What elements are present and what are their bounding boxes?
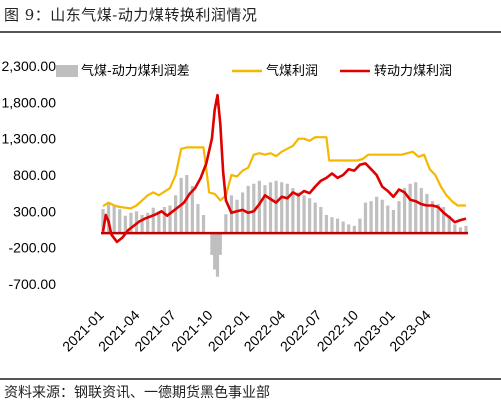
spread-bar bbox=[447, 215, 451, 234]
spread-bar bbox=[335, 218, 340, 234]
gas-coal-profit-line bbox=[102, 136, 466, 210]
spread-bar bbox=[319, 206, 323, 234]
spread-bar bbox=[369, 201, 373, 234]
spread-bar bbox=[185, 175, 189, 234]
spread-bar bbox=[430, 201, 435, 234]
spread-bar bbox=[280, 182, 284, 234]
y-tick-label: 800.00 bbox=[13, 167, 56, 183]
y-tick-label: 2,300.00 bbox=[2, 58, 57, 74]
spread-bar bbox=[352, 225, 356, 234]
spread-bar bbox=[162, 206, 167, 234]
y-tick-label: 300.00 bbox=[13, 203, 56, 219]
spread-bar bbox=[246, 185, 250, 234]
spread-bar bbox=[464, 225, 468, 234]
spread-bar bbox=[106, 202, 111, 234]
spread-bar bbox=[386, 205, 390, 234]
spread-bar bbox=[302, 195, 306, 234]
y-tick-label: 1,800.00 bbox=[2, 94, 57, 110]
spread-bar bbox=[215, 233, 220, 277]
spread-bar bbox=[414, 182, 418, 234]
spread-bar bbox=[210, 233, 214, 255]
spread-bar bbox=[101, 209, 105, 234]
spread-bar bbox=[358, 218, 362, 234]
spread-bar bbox=[453, 224, 457, 234]
y-axis-ticks: 2,300.00 1,800.00 1,300.00 800.00 300.00 -200… bbox=[2, 58, 57, 292]
spread-bar bbox=[458, 227, 463, 234]
y-tick-label: 1,300.00 bbox=[2, 131, 57, 147]
spread-bar bbox=[257, 180, 261, 234]
spread-bar bbox=[224, 214, 228, 234]
conversion-profit-line bbox=[101, 93, 467, 244]
spread-bar bbox=[140, 214, 144, 234]
spread-bar bbox=[380, 199, 384, 234]
spread-bar bbox=[235, 199, 239, 234]
legend: 气煤-动力煤利润差 气煤利润 转动力煤利润 bbox=[56, 63, 452, 79]
spread-bar bbox=[308, 198, 312, 234]
spread-bar bbox=[408, 183, 412, 234]
spread-bar bbox=[313, 202, 317, 234]
spread-bar bbox=[229, 195, 234, 234]
spread-bar bbox=[391, 209, 395, 234]
spread-bar bbox=[190, 185, 194, 234]
spread-bar bbox=[291, 188, 295, 234]
spread-bar bbox=[274, 180, 278, 234]
y-tick-label: -700.00 bbox=[9, 276, 57, 292]
spread-bar bbox=[213, 233, 217, 270]
spread-bar bbox=[118, 209, 122, 234]
spread-bar bbox=[402, 188, 407, 234]
spread-bar bbox=[123, 215, 127, 234]
legend-swatch-spread bbox=[56, 65, 78, 77]
spread-bar bbox=[201, 214, 206, 234]
spread-bar bbox=[146, 212, 150, 234]
top-rule bbox=[0, 31, 501, 33]
spread-bar bbox=[218, 233, 222, 255]
spread-bar bbox=[341, 221, 345, 234]
series-lines bbox=[101, 93, 467, 244]
spread-bar bbox=[425, 193, 429, 234]
source-note: 资料来源：钢联资讯、一德期货黑色事业部 bbox=[4, 385, 270, 401]
spread-bar bbox=[363, 202, 368, 234]
figure-title: 图 9：山东气煤-动力煤转换利润情况 bbox=[4, 6, 258, 24]
spread-bar bbox=[157, 211, 161, 234]
chart: 2,300.00 1,800.00 1,300.00 800.00 300.00 -200… bbox=[2, 58, 468, 355]
bottom-rule bbox=[0, 378, 501, 380]
spread-bar bbox=[397, 201, 401, 234]
spread-bar bbox=[442, 206, 446, 234]
spread-bar bbox=[375, 196, 379, 234]
y-tick-label: -200.00 bbox=[9, 240, 57, 256]
legend-label-spread: 气煤-动力煤利润差 bbox=[81, 63, 190, 79]
spread-bar bbox=[285, 183, 289, 234]
spread-bar bbox=[241, 192, 245, 234]
spread-bar bbox=[174, 195, 178, 234]
spread-bar bbox=[151, 207, 155, 234]
spread-bar bbox=[268, 182, 273, 234]
spread-bar bbox=[168, 205, 172, 234]
legend-label-gas-coal-profit: 气煤利润 bbox=[266, 63, 318, 79]
spread-bar bbox=[324, 214, 328, 234]
legend-label-conversion-profit: 转动力煤利润 bbox=[374, 64, 452, 79]
spread-bar bbox=[436, 204, 440, 234]
spread-bar bbox=[296, 192, 301, 234]
spread-bar bbox=[347, 224, 351, 234]
spread-bar bbox=[252, 183, 256, 234]
spread-bar bbox=[196, 204, 200, 234]
spread-bar bbox=[263, 185, 267, 234]
spread-bar bbox=[419, 188, 423, 234]
spread-bar bbox=[112, 205, 116, 234]
spread-bar bbox=[330, 217, 334, 234]
spread-bars bbox=[101, 175, 468, 277]
spread-bar bbox=[129, 212, 133, 234]
x-axis-ticks: 2021-012021-042021-072021-102022-012022-… bbox=[59, 307, 434, 355]
